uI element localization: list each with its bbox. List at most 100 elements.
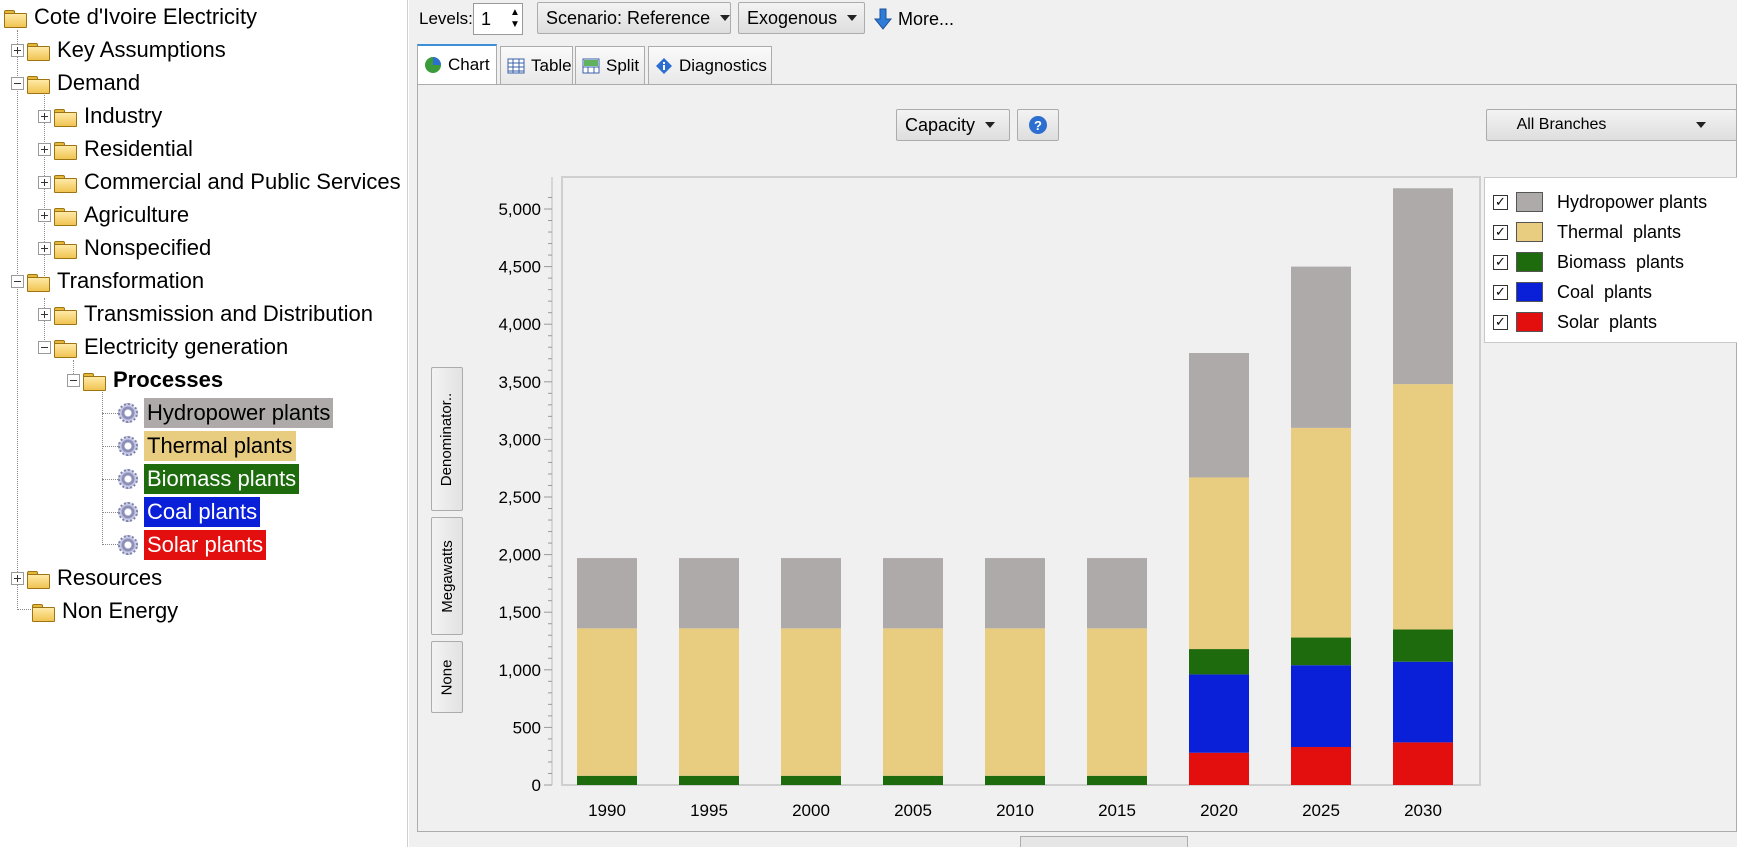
folder-icon xyxy=(54,306,77,325)
tree-node-thermal[interactable]: Thermal plants xyxy=(118,431,296,461)
tree-node-transmission[interactable]: Transmission and Distribution xyxy=(38,299,376,329)
main-panel: Levels: 1 ▲ ▼ Scenario: Reference Exogeno… xyxy=(409,0,1737,847)
chevron-down-icon xyxy=(720,15,731,21)
legend-item-solar[interactable]: Solar plants xyxy=(1493,310,1657,334)
none-button[interactable]: None xyxy=(431,641,463,713)
tab-split[interactable]: Split xyxy=(575,46,645,84)
checkbox-checked-icon[interactable] xyxy=(1493,254,1508,270)
tree-node-resources[interactable]: Resources xyxy=(11,563,165,593)
bottom-tab-stub[interactable] xyxy=(1020,836,1188,847)
scenario-dropdown[interactable]: Scenario: Reference xyxy=(537,2,731,34)
expand-icon[interactable] xyxy=(11,43,24,57)
folder-icon xyxy=(27,273,50,292)
help-button[interactable]: ? xyxy=(1017,109,1059,141)
levels-spinner[interactable]: 1 ▲ ▼ xyxy=(473,3,523,35)
process-gear-icon xyxy=(118,502,138,522)
expand-icon[interactable] xyxy=(38,307,51,321)
checkbox-checked-icon[interactable] xyxy=(1493,314,1508,330)
exogenous-dropdown[interactable]: Exogenous xyxy=(738,2,865,34)
tab-table[interactable]: Table xyxy=(500,46,573,84)
tree-node-electricity-generation[interactable]: Electricity generation xyxy=(38,332,291,362)
variable-label: Capacity xyxy=(905,114,976,135)
tree-node-label: Transformation xyxy=(57,268,205,293)
folder-icon xyxy=(4,9,27,28)
tree-node-label: Industry xyxy=(84,103,163,128)
process-gear-icon xyxy=(118,436,138,456)
legend-label: Coal plants xyxy=(1557,281,1653,302)
checkbox-checked-icon[interactable] xyxy=(1493,284,1508,300)
checkbox-checked-icon[interactable] xyxy=(1493,194,1508,210)
tree-node-biomass[interactable]: Biomass plants xyxy=(118,464,300,494)
legend-item-coal[interactable]: Coal plants xyxy=(1493,280,1652,304)
tree-node-label: Non Energy xyxy=(62,598,179,623)
expand-icon[interactable] xyxy=(38,142,51,156)
folder-icon xyxy=(27,75,50,94)
tree-node-hydro[interactable]: Hydropower plants xyxy=(118,398,334,428)
tree-node-label: Residential xyxy=(84,136,193,161)
tab-chart[interactable]: Chart xyxy=(417,44,497,84)
expand-icon[interactable] xyxy=(38,109,51,123)
legend-swatch-thermal xyxy=(1516,222,1543,242)
none-label: None xyxy=(438,659,456,695)
expand-icon[interactable] xyxy=(38,175,51,189)
tree-node-coal[interactable]: Coal plants xyxy=(118,497,261,527)
denominator-button[interactable]: Denominator.. xyxy=(431,367,463,511)
collapse-icon[interactable] xyxy=(38,340,51,354)
spinner-arrows-icon[interactable]: ▲ ▼ xyxy=(510,7,520,30)
legend-label: Biomass plants xyxy=(1557,251,1685,272)
tree-node-agriculture[interactable]: Agriculture xyxy=(38,200,192,230)
legend-swatch-coal xyxy=(1516,282,1543,302)
chevron-down-icon xyxy=(847,15,858,21)
folder-icon xyxy=(54,207,77,226)
tree-node-label: Key Assumptions xyxy=(57,37,226,62)
tree-node-label: Agriculture xyxy=(84,202,190,227)
tree-node-residential[interactable]: Residential xyxy=(38,134,196,164)
process-gear-icon xyxy=(118,535,138,555)
tree-node-root[interactable]: Cote d'Ivoire Electricity xyxy=(4,2,260,32)
tree-node-nonspecified[interactable]: Nonspecified xyxy=(38,233,214,263)
folder-icon xyxy=(27,42,50,61)
pie-chart-icon xyxy=(425,57,441,73)
legend-label: Hydropower plants xyxy=(1557,191,1708,212)
tree-node-processes[interactable]: Processes xyxy=(67,365,226,395)
tree-node-industry[interactable]: Industry xyxy=(38,101,165,131)
levels-value: 1 xyxy=(481,8,492,29)
legend-item-hydro[interactable]: Hydropower plants xyxy=(1493,190,1707,214)
expand-icon[interactable] xyxy=(38,208,51,222)
tab-diagnostics[interactable]: Diagnostics xyxy=(648,46,772,84)
collapse-icon[interactable] xyxy=(11,76,24,90)
branch-tree: Cote d'Ivoire Electricity Key Assumption… xyxy=(0,0,408,847)
tree-node-label: Processes xyxy=(113,367,224,392)
folder-icon xyxy=(54,339,77,358)
expand-icon[interactable] xyxy=(11,571,24,585)
tree-node-label: Cote d'Ivoire Electricity xyxy=(34,4,258,29)
more-button[interactable]: More... xyxy=(873,6,954,32)
chevron-down-icon xyxy=(1696,122,1707,128)
unit-button[interactable]: Megawatts xyxy=(431,517,463,635)
variable-dropdown[interactable]: Capacity xyxy=(896,109,1010,141)
tree-node-solar[interactable]: Solar plants xyxy=(118,530,267,560)
tree-node-label: Transmission and Distribution xyxy=(84,301,373,326)
tree-node-label: Thermal plants xyxy=(144,431,296,461)
branches-dropdown[interactable]: All Branches xyxy=(1486,109,1737,141)
legend-swatch-hydro xyxy=(1516,192,1543,212)
folder-icon xyxy=(54,240,77,259)
collapse-icon[interactable] xyxy=(67,373,80,387)
legend-item-thermal[interactable]: Thermal plants xyxy=(1493,220,1681,244)
checkbox-checked-icon[interactable] xyxy=(1493,224,1508,240)
tree-node-commercial[interactable]: Commercial and Public Services xyxy=(38,167,404,197)
tree-node-label: Electricity generation xyxy=(84,334,289,359)
tree-node-key-assumptions[interactable]: Key Assumptions xyxy=(11,35,229,65)
more-label: More... xyxy=(898,8,955,29)
collapse-icon[interactable] xyxy=(11,274,24,288)
legend-item-biomass[interactable]: Biomass plants xyxy=(1493,250,1684,274)
folder-icon xyxy=(27,570,50,589)
tree-node-demand[interactable]: Demand xyxy=(11,68,143,98)
svg-text:?: ? xyxy=(1034,118,1042,133)
tree-node-label: Nonspecified xyxy=(84,235,212,260)
folder-icon xyxy=(32,603,55,622)
expand-icon[interactable] xyxy=(38,241,51,255)
tree-node-label: Demand xyxy=(57,70,141,95)
tree-node-non-energy[interactable]: Non Energy xyxy=(32,596,181,626)
tree-node-transformation[interactable]: Transformation xyxy=(11,266,207,296)
